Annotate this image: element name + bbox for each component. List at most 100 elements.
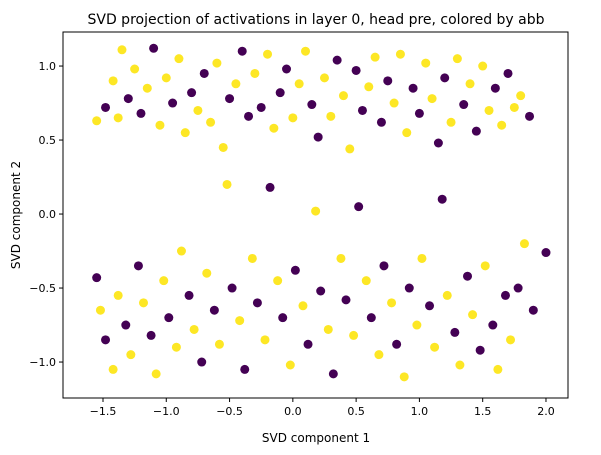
y-tick-label: −0.5 (29, 282, 56, 295)
x-tick-label: 0.5 (347, 405, 365, 418)
data-point (212, 58, 222, 68)
data-point (402, 128, 412, 138)
data-point (366, 313, 376, 323)
data-point (117, 45, 127, 55)
data-point (446, 117, 456, 127)
data-point (326, 111, 336, 121)
data-point (364, 82, 374, 92)
x-axis: −1.5 −1.0 −0.5 0.0 0.5 1.0 1.5 2.0 (90, 398, 555, 418)
data-point (506, 335, 516, 345)
data-point (225, 94, 235, 104)
data-point (92, 273, 102, 283)
data-point (288, 113, 298, 123)
data-point (142, 83, 152, 93)
data-point (290, 265, 300, 275)
data-point (113, 113, 123, 123)
data-point (108, 76, 118, 86)
data-point (493, 364, 503, 374)
data-point (275, 88, 285, 98)
data-point (193, 105, 203, 115)
data-point (307, 100, 317, 110)
data-point (519, 239, 529, 249)
data-point (285, 360, 295, 370)
data-point (247, 253, 257, 263)
chart-title: SVD projection of activations in layer 0… (87, 12, 544, 28)
data-point (187, 88, 197, 98)
y-tick-label: 1.0 (39, 60, 57, 73)
data-point (136, 108, 146, 118)
data-point (252, 298, 262, 308)
data-point (240, 364, 250, 374)
data-point (427, 94, 437, 104)
x-tick-label: 1.0 (411, 405, 429, 418)
data-point (417, 253, 427, 263)
x-tick-label: −0.5 (216, 405, 243, 418)
data-point (404, 283, 414, 293)
data-point (332, 55, 342, 65)
data-point (392, 339, 402, 349)
data-point (351, 65, 361, 75)
data-point (265, 182, 275, 192)
data-point (126, 350, 136, 360)
data-point (180, 128, 190, 138)
data-point (513, 283, 523, 293)
data-point (389, 98, 399, 108)
data-point (433, 138, 443, 148)
data-point (123, 94, 133, 104)
data-point (408, 83, 418, 93)
data-point (222, 179, 232, 189)
data-point (273, 276, 283, 286)
data-point (478, 61, 488, 71)
data-point (455, 360, 465, 370)
data-point (209, 305, 219, 315)
data-point (480, 261, 490, 271)
data-point (497, 120, 507, 130)
x-tick-label: −1.5 (90, 405, 117, 418)
data-point (151, 369, 161, 379)
data-point (525, 111, 535, 121)
data-point (328, 369, 338, 379)
data-point (298, 301, 308, 311)
data-point (484, 105, 494, 115)
data-point (376, 117, 386, 127)
data-point (313, 132, 323, 142)
data-point (95, 305, 105, 315)
data-point (171, 342, 181, 352)
data-point (269, 123, 279, 133)
data-point (113, 290, 123, 300)
data-point (541, 248, 551, 258)
y-axis-label: SVD component 2 (9, 161, 23, 269)
data-point (421, 58, 431, 68)
data-point (133, 261, 143, 271)
x-tick-label: −1.0 (153, 405, 180, 418)
data-point (395, 49, 405, 59)
data-point (159, 276, 169, 286)
data-point (244, 111, 254, 121)
data-point (459, 100, 469, 110)
data-point (278, 313, 288, 323)
data-point (379, 261, 389, 271)
data-point (235, 316, 245, 326)
data-point (383, 76, 393, 86)
data-point (206, 117, 216, 127)
data-point (184, 290, 194, 300)
data-point (303, 339, 313, 349)
data-point (374, 350, 384, 360)
data-point (387, 298, 397, 308)
data-point (338, 91, 348, 101)
data-point (412, 320, 422, 330)
data-point (101, 335, 111, 345)
data-point (174, 54, 184, 64)
x-axis-label: SVD component 1 (262, 431, 370, 445)
y-axis: −1.0 −0.5 0.0 0.5 1.0 (29, 60, 63, 369)
data-point (475, 345, 485, 355)
data-point (414, 108, 424, 118)
data-point (488, 320, 498, 330)
data-point (425, 301, 435, 311)
data-point (237, 46, 247, 56)
data-point (260, 335, 270, 345)
plot-frame (62, 31, 569, 399)
data-point (430, 342, 440, 352)
data-point (490, 83, 500, 93)
data-point (92, 116, 102, 126)
